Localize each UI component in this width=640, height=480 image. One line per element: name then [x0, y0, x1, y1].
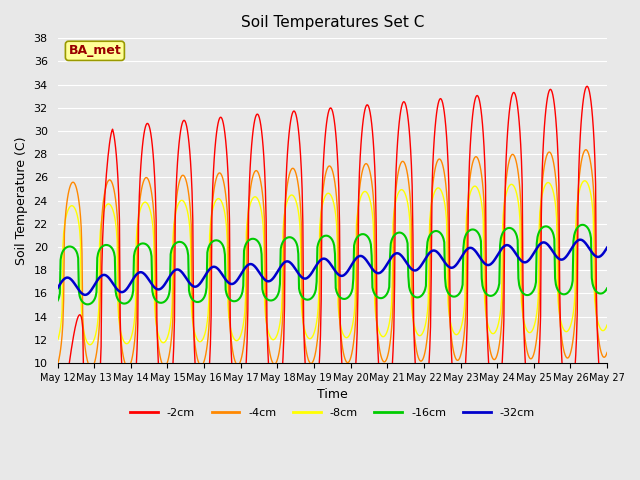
X-axis label: Time: Time: [317, 388, 348, 401]
Legend: -2cm, -4cm, -8cm, -16cm, -32cm: -2cm, -4cm, -8cm, -16cm, -32cm: [125, 404, 539, 422]
Text: BA_met: BA_met: [68, 44, 121, 57]
Y-axis label: Soil Temperature (C): Soil Temperature (C): [15, 136, 28, 265]
Title: Soil Temperatures Set C: Soil Temperatures Set C: [241, 15, 424, 30]
